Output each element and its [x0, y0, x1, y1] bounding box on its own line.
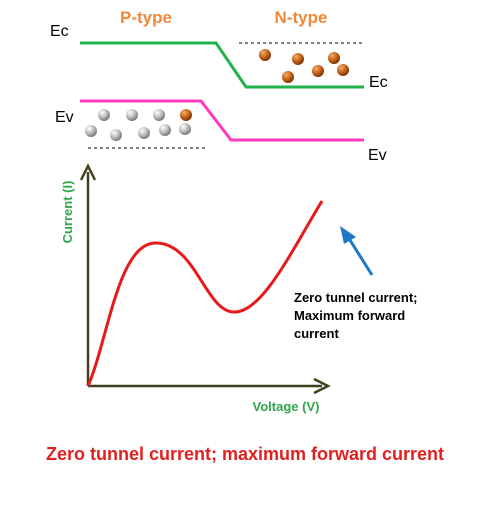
electrons-group — [259, 49, 349, 83]
hole — [153, 109, 165, 121]
annotation-line-3: current — [294, 326, 339, 341]
p-valence-band-label: Ev — [55, 109, 74, 126]
iv-curve — [86, 200, 324, 387]
electron — [180, 109, 192, 121]
annotation-line-1: Zero tunnel current; — [294, 290, 418, 305]
y-axis-label: Current (I) — [60, 181, 75, 244]
holes-group — [85, 109, 192, 141]
x-axis-label: Voltage (V) — [253, 399, 320, 414]
annotation-arrow-shaft — [346, 236, 374, 276]
hole — [179, 123, 191, 135]
hole — [138, 127, 150, 139]
n-conduction-band-label: Ec — [369, 74, 388, 91]
annotation-arrow-head — [340, 226, 356, 244]
annotation-line-2: Maximum forward — [294, 308, 405, 323]
x-axis-arrowhead — [313, 377, 331, 395]
electron — [259, 49, 271, 61]
conduction-band-line — [80, 41, 364, 89]
p-type-label: P-type — [120, 8, 172, 27]
annotation-arrow — [340, 226, 374, 276]
p-conduction-band-label: Ec — [50, 23, 69, 40]
hole — [98, 109, 110, 121]
n-type-label: N-type — [275, 8, 328, 27]
y-axis-arrowhead — [79, 163, 97, 181]
iv-axes — [79, 163, 331, 395]
electron — [292, 53, 304, 65]
n-valence-band-label: Ev — [368, 147, 387, 164]
hole — [126, 109, 138, 121]
hole — [85, 125, 97, 137]
valence-band-line — [80, 99, 364, 142]
electron — [282, 71, 294, 83]
electron — [328, 52, 340, 64]
hole — [110, 129, 122, 141]
hole — [159, 124, 171, 136]
figure-caption: Zero tunnel current; maximum forward cur… — [46, 444, 444, 464]
electron — [312, 65, 324, 77]
electron — [337, 64, 349, 76]
